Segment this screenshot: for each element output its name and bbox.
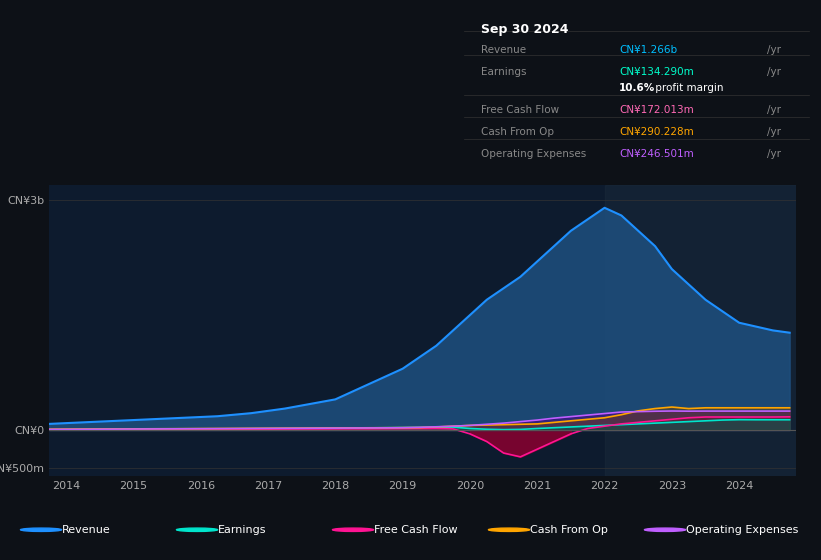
Text: Sep 30 2024: Sep 30 2024	[481, 23, 569, 36]
Text: /yr: /yr	[768, 105, 782, 115]
Circle shape	[333, 528, 374, 531]
Text: Cash From Op: Cash From Op	[481, 127, 554, 137]
Circle shape	[177, 528, 218, 531]
Circle shape	[644, 528, 686, 531]
Text: Earnings: Earnings	[481, 67, 526, 77]
Text: CN¥290.228m: CN¥290.228m	[619, 127, 694, 137]
Text: Operating Expenses: Operating Expenses	[686, 525, 798, 535]
Text: /yr: /yr	[768, 149, 782, 159]
Circle shape	[21, 528, 62, 531]
Text: /yr: /yr	[768, 127, 782, 137]
Text: Revenue: Revenue	[62, 525, 110, 535]
Circle shape	[488, 528, 530, 531]
Text: CN¥134.290m: CN¥134.290m	[619, 67, 694, 77]
Text: Free Cash Flow: Free Cash Flow	[374, 525, 457, 535]
Text: profit margin: profit margin	[652, 83, 723, 94]
Text: Earnings: Earnings	[218, 525, 266, 535]
Text: /yr: /yr	[768, 45, 782, 55]
Text: Free Cash Flow: Free Cash Flow	[481, 105, 559, 115]
Text: 10.6%: 10.6%	[619, 83, 655, 94]
Text: Revenue: Revenue	[481, 45, 526, 55]
Bar	[604, 185, 803, 476]
Text: Cash From Op: Cash From Op	[530, 525, 608, 535]
Text: CN¥246.501m: CN¥246.501m	[619, 149, 694, 159]
Text: CN¥172.013m: CN¥172.013m	[619, 105, 694, 115]
Text: /yr: /yr	[768, 67, 782, 77]
Text: Operating Expenses: Operating Expenses	[481, 149, 586, 159]
Text: CN¥1.266b: CN¥1.266b	[619, 45, 677, 55]
